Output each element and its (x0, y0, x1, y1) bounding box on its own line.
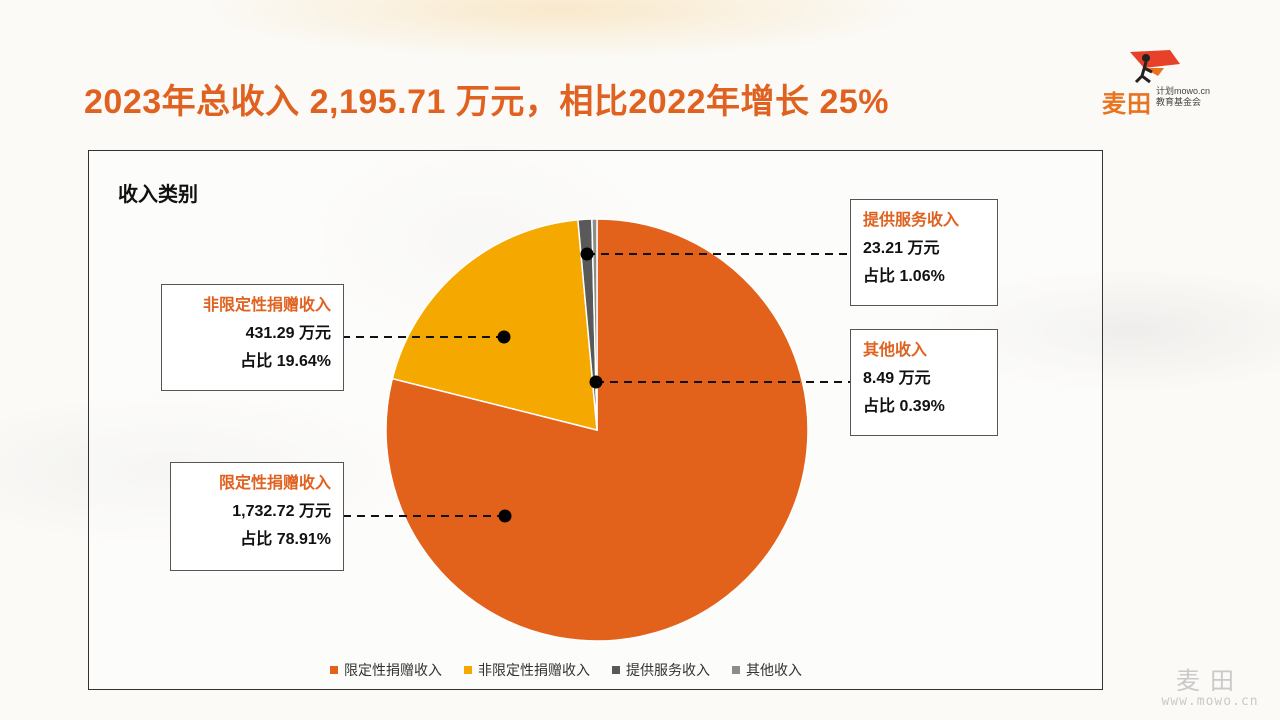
legend-item: 非限定性捐赠收入 (464, 660, 590, 680)
leader-dot (589, 375, 603, 389)
watermark-brand: 麦田 (1176, 667, 1244, 695)
callout-service-income: 提供服务收入 23.21 万元 占比 1.06% (850, 199, 998, 306)
callout-name: 限定性捐赠收入 (218, 475, 331, 492)
chart-title: 收入类别 (118, 184, 198, 206)
callout-percent: 占比 0.39% (863, 398, 945, 415)
leader-dot (580, 247, 594, 261)
callout-value: 431.29 万元 (245, 325, 331, 342)
slide-title: 2023年总收入 2,195.71 万元，相比2022年增长 25% (84, 83, 890, 121)
legend-item: 其他收入 (732, 660, 802, 680)
logo-line-1: 计划mowo.cn (1156, 86, 1211, 96)
callout-name: 提供服务收入 (863, 212, 960, 229)
legend-label: 其他收入 (746, 662, 802, 678)
logo-brand-text: 麦田 (1102, 91, 1152, 118)
legend-swatch (464, 666, 472, 674)
flag-runner-icon (1130, 50, 1180, 84)
callout-percent: 占比 78.91% (240, 531, 331, 548)
callout-name: 其他收入 (863, 342, 928, 359)
callout-percent: 占比 19.64% (240, 353, 331, 370)
legend-label: 非限定性捐赠收入 (478, 662, 590, 678)
callout-value: 8.49 万元 (863, 370, 931, 387)
legend-swatch (330, 666, 338, 674)
legend-label: 提供服务收入 (626, 662, 710, 678)
callout-value: 23.21 万元 (863, 240, 940, 257)
callout-restricted-donation: 限定性捐赠收入 1,732.72 万元 占比 78.91% (170, 462, 344, 571)
slice-unrestricted-donation (391, 219, 598, 431)
brand-logo: 麦田 计划mowo.cn 教育基金会 (1100, 46, 1220, 118)
callout-other-income: 其他收入 8.49 万元 占比 0.39% (850, 329, 998, 436)
leader-dot (497, 330, 511, 344)
callout-value: 1,732.72 万元 (232, 503, 331, 520)
legend-swatch (612, 666, 620, 674)
legend-item: 提供服务收入 (612, 660, 710, 680)
logo-subtitle: 计划mowo.cn 教育基金会 (1156, 86, 1210, 108)
legend-swatch (732, 666, 740, 674)
callout-unrestricted-donation: 非限定性捐赠收入 431.29 万元 占比 19.64% (161, 284, 344, 391)
leader-dot (498, 509, 512, 523)
legend-label: 限定性捐赠收入 (344, 662, 442, 678)
watermark: 麦田 www.mowo.cn (1150, 668, 1270, 709)
chart-legend: 限定性捐赠收入 非限定性捐赠收入 提供服务收入 其他收入 (330, 660, 870, 680)
legend-item: 限定性捐赠收入 (330, 660, 442, 680)
callout-name: 非限定性捐赠收入 (202, 297, 331, 314)
callout-percent: 占比 1.06% (863, 268, 945, 285)
watermark-url: www.mowo.cn (1161, 694, 1259, 709)
logo-line-2: 教育基金会 (1156, 97, 1202, 107)
